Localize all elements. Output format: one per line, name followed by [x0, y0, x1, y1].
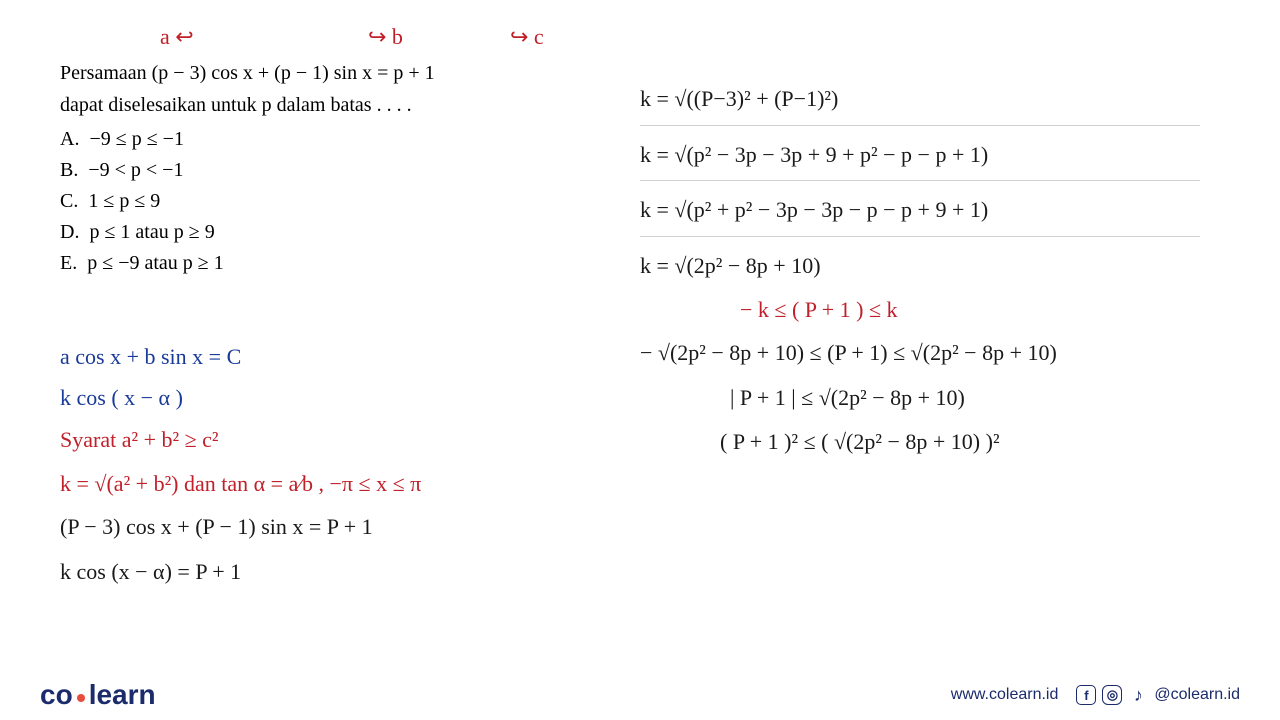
options-list: A. −9 ≤ p ≤ −1 B. −9 < p < −1 C. 1 ≤ p ≤…: [60, 124, 580, 279]
rule-line: [640, 236, 1200, 237]
logo-text-left: co: [40, 679, 73, 711]
rule-line: [640, 125, 1200, 126]
work-black-1: (P − 3) cos x + (P − 1) sin x = P + 1: [60, 508, 580, 547]
whiteboard-area: a ↩ ↪ b ↪ c Persamaan (p − 3) cos x + (p…: [0, 0, 1280, 670]
calc-3: k = √(p² + p² − 3p − 3p − p − p + 9 + 1): [640, 191, 1220, 230]
footer-bar: co learn www.colearn.id f ◎ ♪ @colearn.i…: [0, 670, 1280, 720]
work-black-2: k cos (x − α) = P + 1: [60, 553, 580, 592]
option-d: D. p ≤ 1 atau p ≥ 9: [60, 217, 580, 248]
work-red-1: Syarat a² + b² ≥ c²: [60, 421, 580, 458]
calc-6: | P + 1 | ≤ √(2p² − 8p + 10): [640, 379, 1220, 418]
work-red-2: k = √(a² + b²) dan tan α = a⁄b , −π ≤ x …: [60, 465, 580, 502]
question-line1: Persamaan (p − 3) cos x + (p − 1) sin x …: [60, 58, 580, 88]
question-block: Persamaan (p − 3) cos x + (p − 1) sin x …: [60, 30, 580, 597]
option-e: E. p ≤ −9 atau p ≥ 1: [60, 248, 580, 279]
option-c: C. 1 ≤ p ≤ 9: [60, 186, 580, 217]
calc-4: k = √(2p² − 8p + 10): [640, 247, 1220, 286]
work-blue-1: a cos x + b sin x = C: [60, 339, 580, 374]
calc-red: − k ≤ ( P + 1 ) ≤ k: [640, 291, 1220, 328]
social-icons: f ◎ ♪ @colearn.id: [1076, 685, 1240, 705]
tiktok-icon: ♪: [1128, 685, 1148, 705]
calculation-block: k = √((P−3)² + (P−1)²) k = √(p² − 3p − 3…: [640, 80, 1220, 468]
question-line2: dapat diselesaikan untuk p dalam batas .…: [60, 90, 580, 120]
logo-dot-icon: [77, 694, 85, 702]
option-a: A. −9 ≤ p ≤ −1: [60, 124, 580, 155]
instagram-icon: ◎: [1102, 685, 1122, 705]
facebook-icon: f: [1076, 685, 1096, 705]
footer-url: www.colearn.id: [951, 686, 1059, 704]
footer-right: www.colearn.id f ◎ ♪ @colearn.id: [951, 685, 1240, 705]
footer-handle: @colearn.id: [1154, 686, 1240, 704]
brand-logo: co learn: [40, 679, 156, 711]
calc-5: − √(2p² − 8p + 10) ≤ (P + 1) ≤ √(2p² − 8…: [640, 334, 1220, 373]
calc-1: k = √((P−3)² + (P−1)²): [640, 80, 1220, 119]
option-b: B. −9 < p < −1: [60, 155, 580, 186]
calc-7: ( P + 1 )² ≤ ( √(2p² − 8p + 10) )²: [640, 423, 1220, 462]
logo-text-right: learn: [89, 679, 156, 711]
calc-2: k = √(p² − 3p − 3p + 9 + p² − p − p + 1): [640, 136, 1220, 175]
rule-line: [640, 180, 1200, 181]
work-blue-2: k cos ( x − α ): [60, 380, 580, 415]
